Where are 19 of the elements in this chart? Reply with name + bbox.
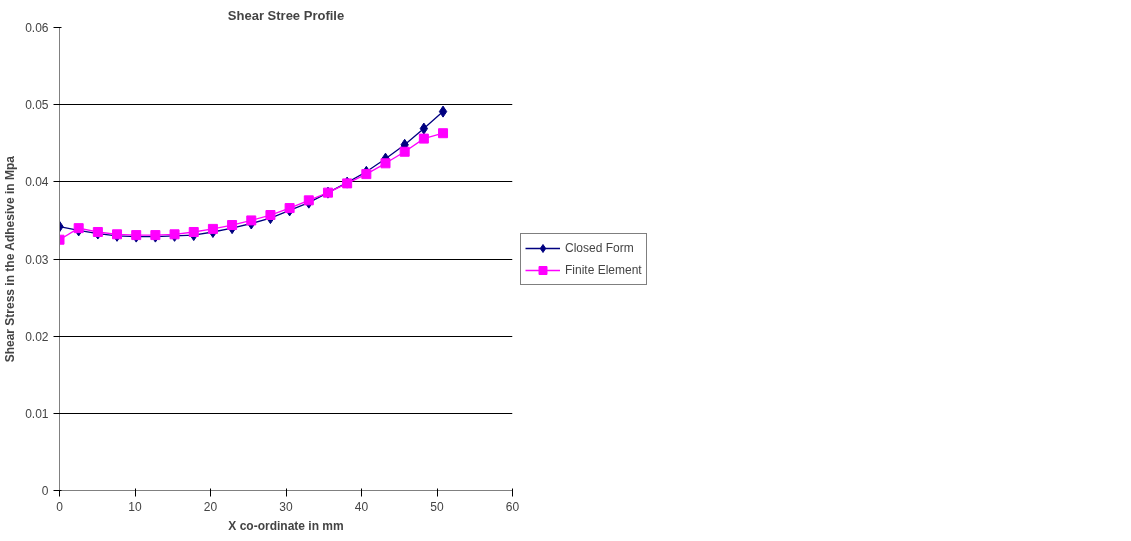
x-axis-title: X co-ordinate in mm xyxy=(228,518,344,533)
x-tick-label: 50 xyxy=(430,499,444,514)
x-tick-label: 0 xyxy=(56,499,64,514)
legend-label: Closed Form xyxy=(565,240,634,255)
x-tick-label: 30 xyxy=(279,499,293,514)
y-tick-label: 0.05 xyxy=(25,98,49,113)
x-tick-label: 20 xyxy=(203,499,218,514)
y-axis-title: Shear Stress in the Adhesive in Mpa xyxy=(3,155,18,363)
x-tick-label: 10 xyxy=(128,499,142,514)
legend-label: Finite Element xyxy=(565,262,642,277)
y-tick-label: 0.06 xyxy=(25,21,49,35)
y-tick-label: 0.02 xyxy=(25,329,49,344)
chart-title: Shear Stree Profile xyxy=(227,7,345,23)
y-tick-label: 0.04 xyxy=(25,175,49,190)
y-tick-label: 0.03 xyxy=(25,252,49,267)
x-tick-label: 60 xyxy=(505,499,520,514)
y-tick-label: 0.01 xyxy=(25,406,49,421)
x-tick-label: 40 xyxy=(354,499,369,514)
y-tick-label: 0 xyxy=(41,484,49,498)
